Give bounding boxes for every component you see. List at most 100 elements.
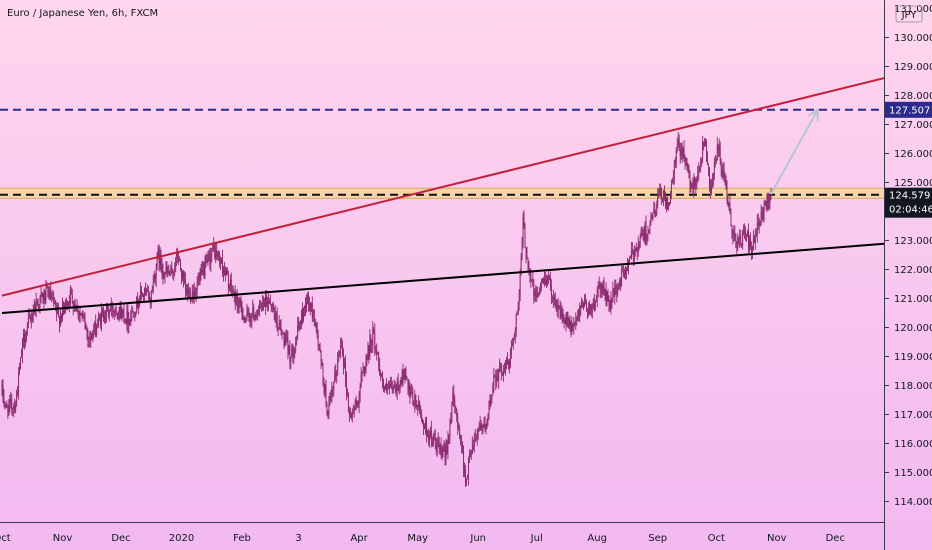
candle [628,256,630,263]
candle-body [463,450,465,469]
candle [698,162,700,181]
candle-body [181,269,182,279]
candle [76,299,78,313]
currency-button[interactable]: JPY [895,5,923,23]
candle-body [708,164,709,170]
candle-body [475,439,477,441]
y-tick-label: 131.000 [894,4,932,15]
candle [145,287,147,296]
candle-body [344,363,345,367]
candle [695,177,697,194]
time-axis[interactable]: OctNovDec2020Feb3AprMayJunJulAugSepOctNo… [0,533,845,544]
candle-body [600,283,602,290]
candle-body [266,300,268,305]
candle-body [745,233,747,237]
candle-body [160,254,162,266]
candle [417,404,419,416]
candle [42,292,44,304]
candle [550,279,552,304]
candle-body [200,269,202,275]
candle-body [399,385,401,387]
y-tick-label: 121.000 [894,294,932,305]
candle [769,195,771,210]
candle [329,392,331,406]
candle [574,321,576,327]
candle-body [443,447,445,451]
candle-body [634,249,636,252]
candle-body [744,231,746,234]
candle [597,281,599,298]
candle-body [650,215,652,223]
candle-body [497,377,499,381]
candle [24,331,26,348]
candle [291,343,293,358]
candle-body [317,335,319,346]
candle [461,434,463,453]
candle [472,439,474,451]
candle-body [4,403,6,406]
candle [60,308,61,327]
candle-body [51,296,53,298]
candle-body [261,303,263,304]
plot-area [0,77,884,487]
candle-body [238,304,240,308]
candle-body [550,285,552,297]
candle-body [536,293,538,298]
candle [380,369,382,382]
x-tick-label: 2020 [169,533,194,544]
candle-body [598,284,600,285]
candle-body [223,270,224,273]
candle [648,229,650,234]
candle [350,412,352,420]
candle [37,298,39,310]
candle-body [107,306,109,314]
candle-body [407,380,409,391]
candle [376,343,378,361]
candle [477,427,479,441]
candle [480,419,482,431]
candle-body [13,405,15,410]
candle-body [580,307,582,316]
candle [84,311,86,330]
candle-body [473,437,475,446]
candle [147,286,149,300]
candle [166,261,168,278]
candle [381,372,383,378]
candle-body [673,160,675,178]
candle [59,315,61,333]
candle [494,374,496,378]
candle [519,269,521,302]
candle [114,307,116,318]
candle [311,296,313,322]
candle [749,235,750,253]
candle [184,272,186,299]
candle [391,380,393,394]
candle-body [690,186,692,188]
candle-body [86,327,88,332]
candle [722,161,724,179]
candle [573,317,575,335]
candle [360,367,362,389]
candle-body [755,233,757,235]
candle [11,393,13,416]
candle [608,295,610,312]
y-tick-label: 116.000 [894,439,932,450]
candle-body [530,275,532,281]
candle [267,292,269,312]
candle [327,410,329,419]
candle-body [749,238,751,248]
candle [363,366,365,377]
candle-body [198,279,200,281]
candle-body [125,318,127,324]
candle [614,279,616,305]
candle-body [421,414,423,421]
candle [411,383,413,395]
candle [136,296,138,314]
candle [342,340,344,357]
candle [629,255,631,259]
candle-body [262,303,263,304]
candle-body [359,386,361,395]
candle [730,208,732,227]
